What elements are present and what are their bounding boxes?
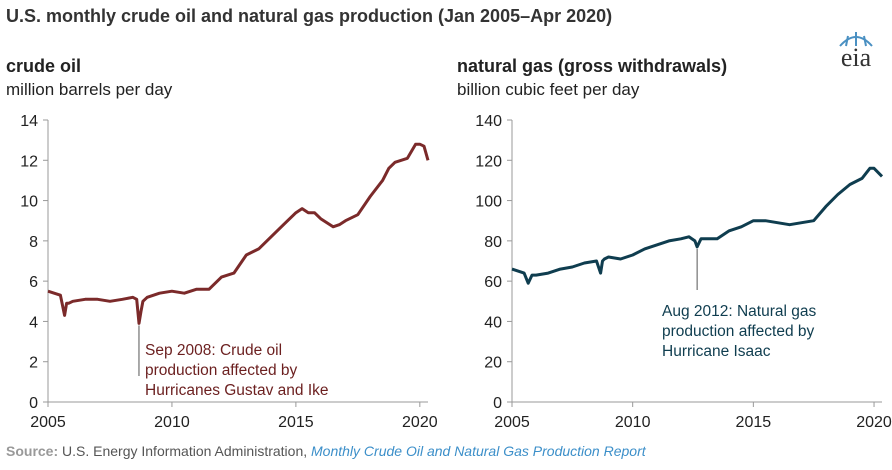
chart-title: U.S. monthly crude oil and natural gas p… xyxy=(6,6,613,26)
oil-y-tick-label: 10 xyxy=(20,194,38,211)
gas-series-line xyxy=(511,166,884,285)
oil-y-tick-label: 0 xyxy=(29,395,38,412)
gas-panel-title: natural gas (gross withdrawals) xyxy=(457,56,728,76)
source-note: Source: U.S. Energy Information Administ… xyxy=(6,443,646,459)
logo-text: eia xyxy=(841,43,872,72)
oil-y-tick-label: 14 xyxy=(20,113,38,130)
oil-x-tick-label: 2005 xyxy=(30,414,66,431)
oil-panel-title: crude oil xyxy=(6,56,82,76)
source-report-link[interactable]: Monthly Crude Oil and Natural Gas Produc… xyxy=(311,443,646,459)
gas-y-tick-label: 100 xyxy=(475,194,502,211)
oil-x-tick-label: 2020 xyxy=(402,414,438,431)
oil-annotation-line: Hurricanes Gustav and Ike xyxy=(145,382,329,399)
gas-annotation-line: Hurricane Isaac xyxy=(662,343,771,360)
oil-annotation-line: Sep 2008: Crude oil xyxy=(145,342,282,359)
eia-logo-icon: eia xyxy=(839,32,873,72)
gas-x-tick-label: 2005 xyxy=(494,414,530,431)
gas-annotation-line: production affected by xyxy=(662,323,814,340)
gas-y-tick-label: 20 xyxy=(484,355,502,372)
gas-x-tick-label: 2020 xyxy=(856,414,892,431)
gas-annotation-line: Aug 2012: Natural gas xyxy=(662,303,816,320)
gas-y-tick-label: 0 xyxy=(493,395,502,412)
oil-y-tick-label: 4 xyxy=(29,314,38,331)
oil-x-tick-label: 2010 xyxy=(154,414,190,431)
oil-y-tick-label: 6 xyxy=(29,274,38,291)
oil-y-tick-label: 8 xyxy=(29,234,38,251)
oil-x-tick-label: 2015 xyxy=(278,414,314,431)
source-label: Source: xyxy=(6,443,59,459)
oil-series-line xyxy=(47,142,430,325)
gas-y-tick-label: 120 xyxy=(475,153,502,170)
gas-y-tick-label: 80 xyxy=(484,234,502,251)
gas-y-tick-label: 60 xyxy=(484,274,502,291)
oil-annotation-line: production affected by xyxy=(145,362,297,379)
oil-y-tick-label: 12 xyxy=(20,153,38,170)
gas-y-tick-label: 40 xyxy=(484,314,502,331)
gas-x-tick-label: 2015 xyxy=(736,414,772,431)
gas-x-tick-label: 2010 xyxy=(615,414,651,431)
gas-panel-unit: billion cubic feet per day xyxy=(457,80,640,99)
oil-panel-unit: million barrels per day xyxy=(6,80,173,99)
oil-y-tick-label: 2 xyxy=(29,355,38,372)
gas-y-tick-label: 140 xyxy=(475,113,502,130)
source-text: U.S. Energy Information Administration, xyxy=(58,443,312,459)
